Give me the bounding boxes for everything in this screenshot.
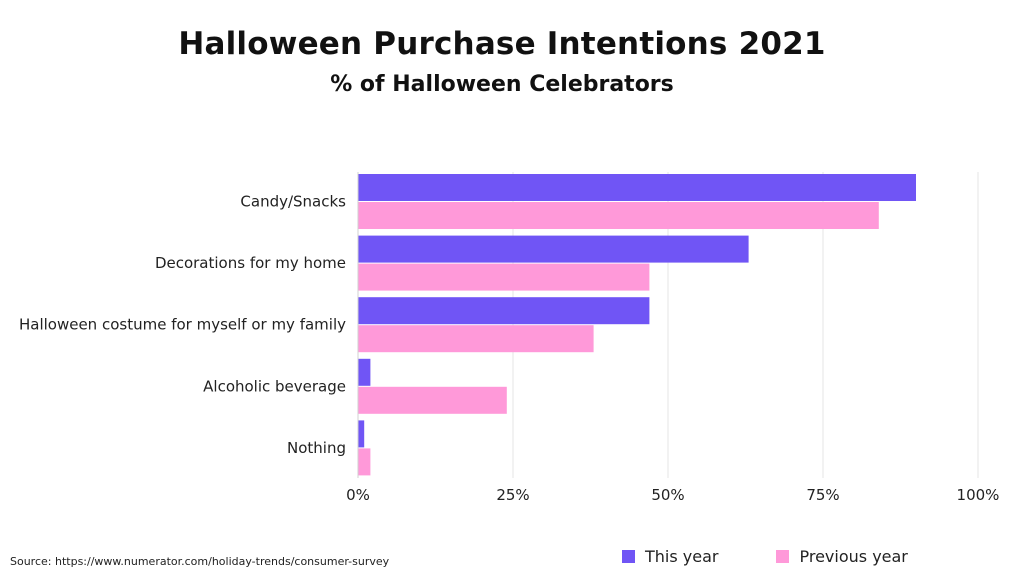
category-label: Alcoholic beverage: [203, 377, 346, 395]
x-tick-label: 100%: [957, 486, 1000, 504]
legend-item-previous-year: Previous year: [776, 547, 908, 566]
bar-previous-year: [358, 325, 594, 353]
legend-label-this-year: This year: [645, 547, 719, 566]
legend-label-previous-year: Previous year: [799, 547, 908, 566]
legend-item-this-year: This year: [622, 547, 718, 566]
legend-swatch-this-year: [622, 550, 635, 563]
bar-this-year: [358, 174, 916, 201]
bar-this-year: [358, 358, 371, 386]
x-tick-label: 0%: [346, 486, 370, 504]
x-tick-label: 75%: [806, 486, 839, 504]
category-label: Decorations for my home: [155, 254, 346, 272]
category-label: Nothing: [287, 439, 346, 457]
bar-previous-year: [358, 202, 879, 229]
x-tick-label: 50%: [651, 486, 684, 504]
legend-swatch-previous-year: [776, 550, 790, 563]
chart-title: Halloween Purchase Intentions 2021: [178, 26, 826, 62]
legend: This year Previous year: [622, 547, 966, 566]
bar-previous-year: [358, 386, 507, 414]
x-tick-label: 25%: [496, 486, 529, 504]
bar-previous-year: [358, 263, 650, 291]
bar-previous-year: [358, 448, 371, 476]
category-label: Halloween costume for myself or my famil…: [19, 316, 346, 334]
bar-this-year: [358, 420, 365, 448]
bar-this-year: [358, 297, 650, 325]
category-label: Candy/Snacks: [240, 193, 346, 211]
source-note: Source: https://www.numerator.com/holida…: [10, 555, 390, 568]
chart-subtitle: % of Halloween Celebrators: [330, 72, 674, 97]
bar-this-year: [358, 235, 749, 263]
